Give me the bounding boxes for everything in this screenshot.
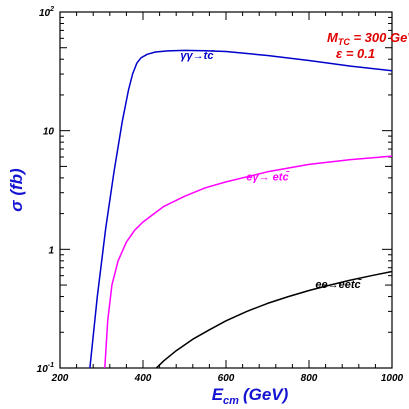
x-tick-label: 1000 (381, 373, 404, 384)
x-tick-label: 200 (51, 373, 69, 384)
x-tick-label: 800 (301, 373, 318, 384)
y-tick-label: 102 (39, 6, 54, 19)
x-tick-label: 400 (134, 373, 152, 384)
series-lines (89, 49, 393, 369)
y-tick-label: 10-1 (37, 362, 54, 375)
series-line-0 (89, 49, 393, 369)
y-tick-label: 1 (48, 245, 54, 256)
mtc-parameter: MTC = 300 GeV (327, 30, 409, 47)
series-label-2: ee→eetc̄ (315, 279, 362, 291)
series-line-1 (104, 155, 393, 369)
series-label-0: γγ→tc̄ (180, 50, 214, 62)
y-axis-title: σ (fb) (7, 168, 26, 212)
y-tick-label: 10 (43, 127, 55, 138)
series-labels: γγ→tc̄ eγ→ etc̄ ee→eetc̄ (180, 50, 362, 291)
x-tick-label: 600 (218, 373, 235, 384)
series-label-1: eγ→ etc̄ (246, 171, 289, 183)
series-line-2 (155, 270, 393, 369)
axis-ticks: 200 400 600 800 1000 102 10 1 10-1 (37, 6, 404, 384)
x-axis-title: Ecm (GeV) (212, 385, 289, 407)
epsilon-parameter: ε = 0.1 (336, 46, 375, 61)
